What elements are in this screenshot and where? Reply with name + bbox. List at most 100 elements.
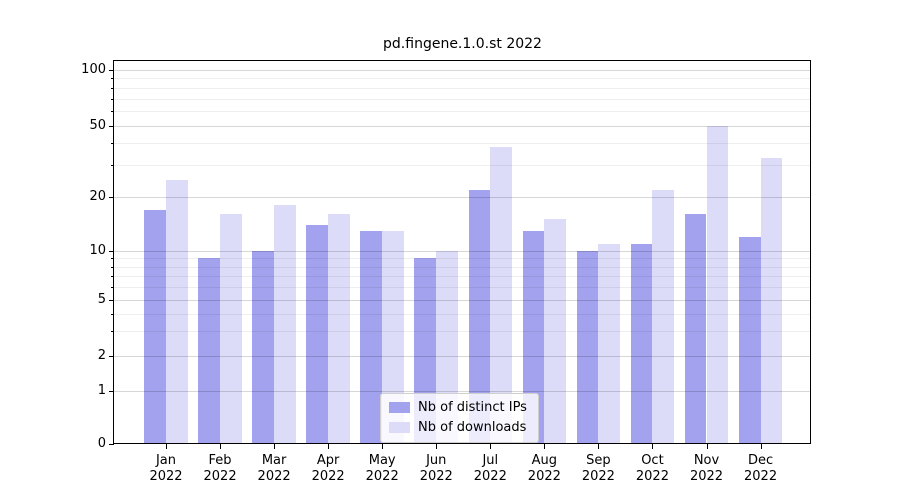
- bar-distinct-ips-sep: [576, 251, 599, 444]
- minor-gridline: [114, 331, 811, 333]
- bar-distinct-ips-oct: [630, 243, 653, 444]
- y-minor-tick-mark: [111, 276, 114, 278]
- minor-gridline: [114, 276, 811, 278]
- bar-distinct-ips-may: [360, 230, 383, 444]
- x-tick-mark: [436, 444, 438, 449]
- major-gridline: [114, 70, 811, 71]
- x-tick-label-nov: Nov 2022: [679, 453, 735, 484]
- minor-gridline: [114, 98, 811, 100]
- y-tick-mark: [109, 125, 114, 127]
- minor-gridline: [114, 78, 811, 80]
- minor-gridline: [114, 313, 811, 315]
- minor-gridline: [114, 258, 811, 260]
- minor-gridline: [114, 142, 811, 144]
- minor-gridline: [114, 287, 811, 289]
- x-tick-label-year: 2022: [473, 468, 507, 484]
- y-minor-tick-mark: [111, 258, 114, 260]
- major-gridline: [114, 251, 811, 252]
- x-tick-mark: [598, 444, 600, 449]
- x-tick-label-year: 2022: [527, 468, 561, 484]
- legend-swatch-downloads: [389, 422, 410, 433]
- x-tick-mark: [328, 444, 330, 449]
- x-tick-label-year: 2022: [419, 468, 453, 484]
- x-tick-mark: [544, 444, 546, 449]
- x-tick-label-feb: Feb 2022: [192, 453, 248, 484]
- bar-distinct-ips-nov: [684, 214, 707, 444]
- y-minor-tick-mark: [111, 142, 114, 144]
- bar-distinct-ips-mar: [252, 251, 275, 444]
- major-gridline: [114, 125, 811, 127]
- x-tick-label-dec: Dec 2022: [733, 453, 789, 484]
- x-tick-mark: [652, 444, 654, 449]
- bar-downloads-apr: [328, 214, 350, 444]
- x-tick-label-year: 2022: [689, 468, 724, 484]
- y-tick-mark: [109, 443, 114, 445]
- legend-item-distinct-ips: Nb of distinct IPs: [389, 399, 527, 416]
- y-minor-tick-mark: [111, 110, 114, 112]
- bar-distinct-ips-dec: [738, 236, 761, 444]
- bar-downloads-jul: [490, 146, 513, 444]
- bar-downloads-oct: [652, 189, 675, 444]
- y-minor-tick-mark: [111, 287, 114, 289]
- x-tick-label-year: 2022: [581, 468, 615, 484]
- bar-downloads-may: [382, 230, 404, 444]
- x-tick-label-year: 2022: [365, 468, 399, 484]
- major-gridline: [114, 356, 811, 357]
- minor-gridline: [114, 110, 811, 112]
- x-tick-mark: [166, 444, 167, 449]
- x-tick-mark: [490, 444, 492, 449]
- y-minor-tick-mark: [111, 78, 114, 80]
- y-tick-label: 0: [97, 435, 106, 451]
- x-tick-label-aug: Aug 2022: [516, 453, 572, 484]
- y-tick-mark: [109, 300, 114, 301]
- x-tick-label-year: 2022: [203, 468, 237, 484]
- minor-gridline: [114, 165, 811, 167]
- y-minor-tick-mark: [111, 165, 114, 167]
- x-tick-label-year: 2022: [149, 468, 183, 484]
- y-minor-tick-mark: [111, 98, 114, 100]
- x-tick-mark: [220, 444, 222, 449]
- bar-downloads-dec: [760, 157, 783, 444]
- y-minor-tick-mark: [111, 313, 114, 315]
- legend-label-downloads: Nb of downloads: [418, 420, 527, 435]
- y-minor-tick-mark: [111, 331, 114, 333]
- x-tick-label-mar: Mar 2022: [246, 453, 302, 484]
- bar-downloads-mar: [274, 205, 296, 444]
- y-tick-label: 10: [89, 243, 106, 258]
- x-tick-label-apr: Apr 2022: [300, 453, 356, 484]
- y-minor-tick-mark: [111, 87, 114, 89]
- legend-swatch-distinct-ips: [389, 402, 410, 413]
- x-tick-label-year: 2022: [635, 468, 669, 484]
- bar-distinct-ips-apr: [306, 224, 329, 444]
- bar-downloads-nov: [706, 125, 729, 444]
- major-gridline: [114, 391, 811, 392]
- x-tick-mark: [760, 444, 762, 449]
- minor-gridline: [114, 266, 811, 268]
- y-tick-label: 20: [89, 189, 106, 204]
- x-tick-label-year: 2022: [311, 468, 345, 484]
- bar-downloads-feb: [220, 214, 242, 444]
- bar-distinct-ips-feb: [198, 258, 221, 444]
- y-tick-label: 50: [89, 117, 106, 133]
- legend-item-downloads: Nb of downloads: [389, 419, 527, 436]
- bar-distinct-ips-jan: [144, 209, 166, 444]
- y-tick-mark: [109, 356, 114, 357]
- y-tick-mark: [109, 70, 114, 71]
- bar-downloads-aug: [544, 219, 567, 444]
- chart-title: pd.fingene.1.0.st 2022: [383, 36, 542, 52]
- y-tick-label: 2: [97, 348, 106, 363]
- x-tick-label-jul: Jul 2022: [462, 453, 518, 484]
- bar-downloads-sep: [598, 243, 621, 444]
- legend: Nb of distinct IPs Nb of downloads: [380, 393, 539, 443]
- y-tick-label: 5: [97, 292, 106, 307]
- x-tick-label-may: May 2022: [354, 453, 410, 484]
- y-tick-mark: [109, 197, 114, 198]
- x-tick-label-sep: Sep 2022: [570, 453, 626, 484]
- major-gridline: [114, 300, 811, 301]
- minor-gridline: [114, 87, 811, 89]
- x-tick-label-jun: Jun 2022: [408, 453, 464, 484]
- x-tick-mark: [706, 444, 708, 449]
